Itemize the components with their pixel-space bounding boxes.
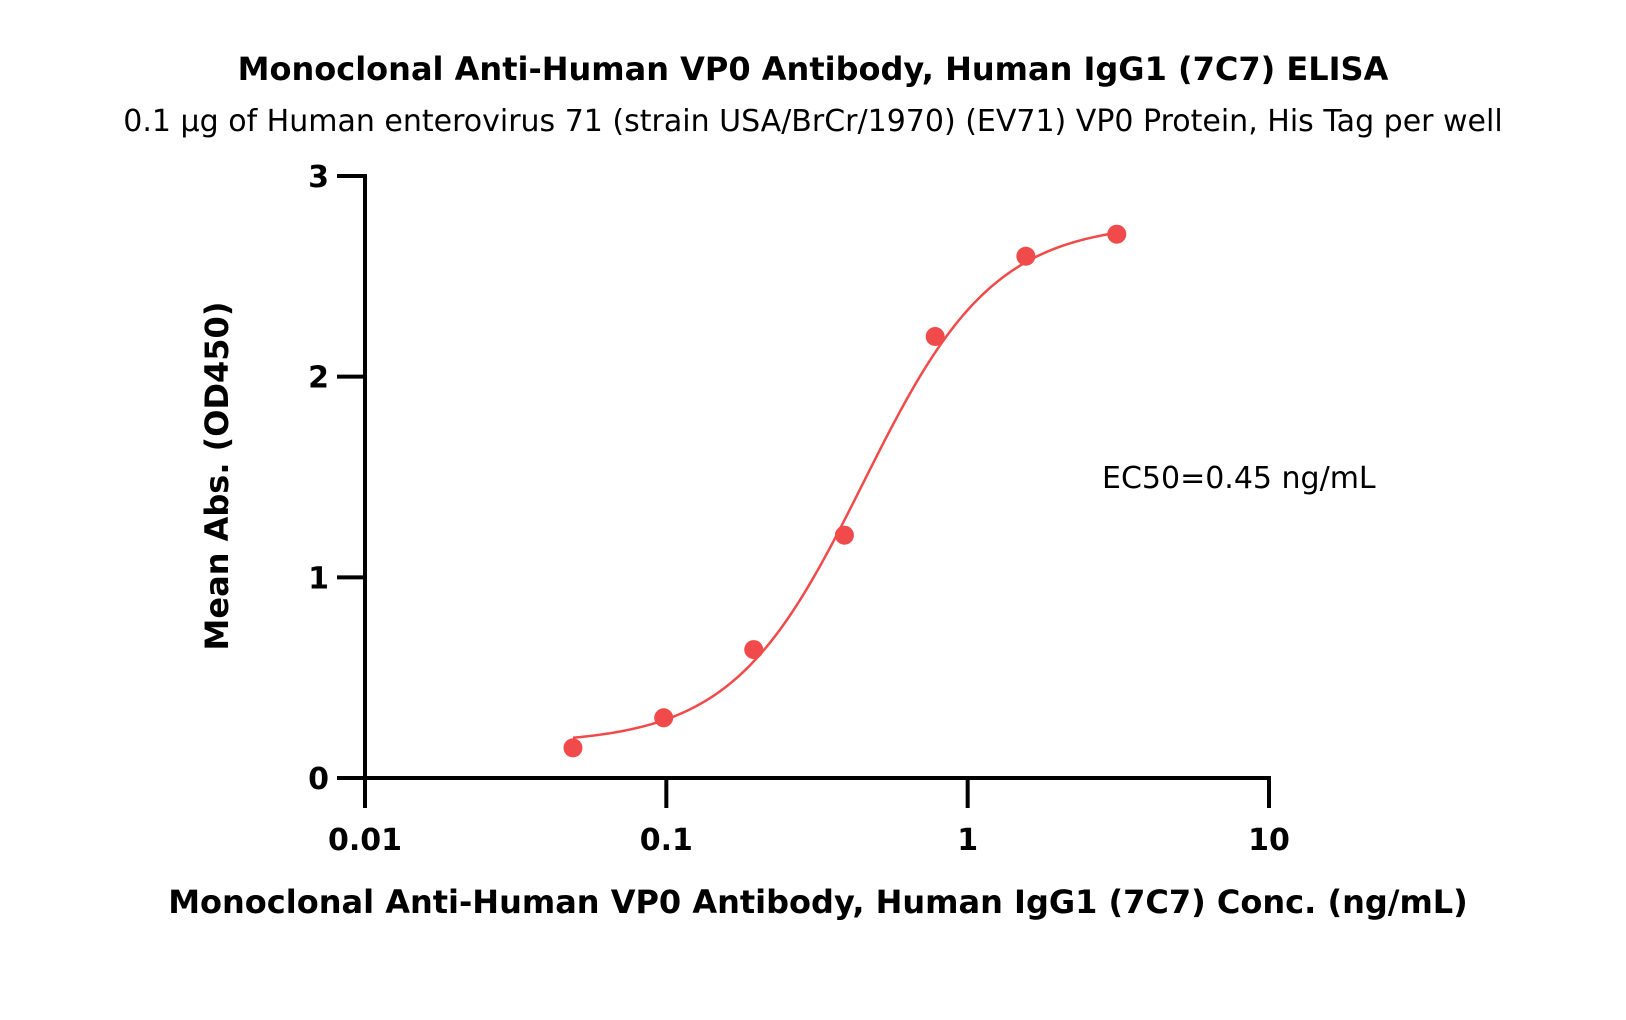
data-point	[563, 738, 583, 758]
fit-curve-layer	[572, 231, 1117, 740]
x-tick-label: 1	[957, 823, 978, 858]
y-tick-label: 2	[308, 361, 329, 396]
x-tick-label: 10	[1248, 823, 1290, 858]
y-tick-label: 3	[308, 160, 329, 195]
chart-title: Monoclonal Anti-Human VP0 Antibody, Huma…	[238, 50, 1389, 88]
y-axis-label: Mean Abs. (OD450)	[198, 302, 236, 651]
y-tick-label: 1	[308, 561, 329, 596]
data-point	[834, 525, 854, 545]
x-tick-label: 0.1	[640, 823, 693, 858]
ec50-annotation: EC50=0.45 ng/mL	[1102, 461, 1376, 496]
data-point	[654, 708, 674, 728]
data-point	[1016, 246, 1036, 266]
x-tick-label: 0.01	[328, 823, 402, 858]
fit-curve	[572, 231, 1117, 740]
data-point	[744, 640, 764, 660]
y-tick-label: 0	[308, 762, 329, 797]
axes: 0 1 2 3 0.01 0.1 1 10	[308, 160, 1290, 858]
data-point	[1107, 224, 1127, 244]
data-points-layer	[563, 224, 1127, 758]
x-axis-label: Monoclonal Anti-Human VP0 Antibody, Huma…	[168, 883, 1468, 921]
data-point	[925, 327, 945, 347]
chart-subtitle: 0.1 µg of Human enterovirus 71 (strain U…	[123, 104, 1502, 139]
